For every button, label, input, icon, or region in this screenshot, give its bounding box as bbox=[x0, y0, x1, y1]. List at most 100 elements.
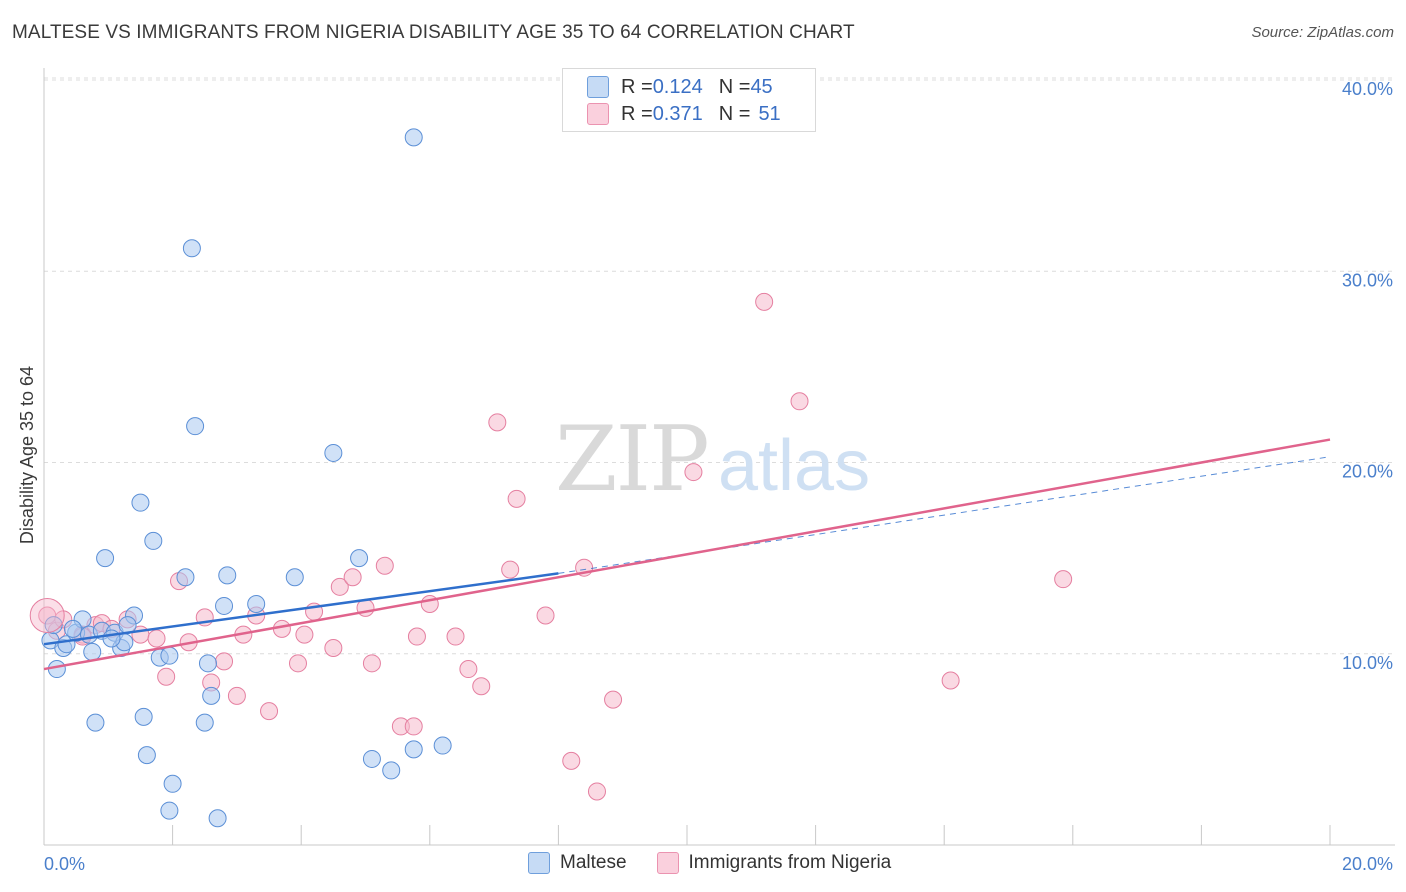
legend-swatch-nigeria bbox=[587, 103, 609, 125]
legend-item-maltese: Maltese bbox=[528, 852, 627, 874]
point-nigeria bbox=[343, 568, 362, 587]
point-maltese bbox=[433, 736, 452, 755]
point-nigeria bbox=[459, 660, 478, 679]
legend-row-nigeria: R = 0.371 N = 51 bbox=[587, 101, 781, 127]
x-tick-label: 20.0% bbox=[1342, 854, 1393, 874]
data-points bbox=[29, 128, 1073, 828]
y-tick-label: 10.0% bbox=[1342, 653, 1393, 673]
legend-swatch-maltese bbox=[528, 852, 550, 874]
point-nigeria bbox=[29, 598, 65, 633]
point-maltese bbox=[137, 746, 156, 765]
point-nigeria bbox=[446, 627, 465, 646]
point-maltese bbox=[404, 740, 423, 759]
point-maltese bbox=[198, 654, 217, 673]
point-nigeria bbox=[362, 654, 381, 673]
legend-item-nigeria: Immigrants from Nigeria bbox=[656, 852, 892, 874]
legend-label-nigeria: Immigrants from Nigeria bbox=[688, 852, 892, 873]
point-nigeria bbox=[260, 702, 279, 721]
trend-line-maltese-extension bbox=[558, 456, 1331, 574]
legend-r-label: R = bbox=[621, 102, 653, 125]
point-nigeria bbox=[501, 560, 520, 579]
chart-title: MALTESE VS IMMIGRANTS FROM NIGERIA DISAB… bbox=[12, 22, 855, 43]
point-maltese bbox=[218, 566, 237, 585]
point-nigeria bbox=[288, 654, 307, 673]
point-nigeria bbox=[790, 392, 809, 411]
y-axis: 10.0% 20.0% 30.0% 40.0% bbox=[1342, 79, 1393, 673]
trend-lines bbox=[43, 438, 1331, 671]
legend-row-maltese: R = 0.124 N = 45 bbox=[587, 74, 773, 100]
point-nigeria bbox=[755, 292, 774, 311]
point-nigeria bbox=[407, 627, 426, 646]
point-maltese bbox=[350, 549, 369, 568]
point-maltese bbox=[144, 531, 163, 550]
point-nigeria bbox=[227, 686, 246, 705]
legend-n-value: 51 bbox=[758, 102, 781, 125]
point-maltese bbox=[182, 239, 201, 258]
point-nigeria bbox=[215, 652, 234, 671]
point-maltese bbox=[160, 646, 179, 665]
x-tick-label: 0.0% bbox=[44, 854, 85, 874]
watermark-atlas: atlas bbox=[718, 426, 870, 506]
point-nigeria bbox=[562, 751, 581, 770]
point-nigeria bbox=[157, 667, 176, 686]
gridlines bbox=[44, 77, 1395, 655]
correlation-legend: R = 0.124 N = 45 R = 0.371 N = 51 bbox=[562, 68, 816, 132]
point-nigeria bbox=[472, 677, 491, 696]
series-legend: Maltese Immigrants from Nigeria bbox=[528, 852, 921, 874]
point-maltese bbox=[102, 629, 121, 648]
legend-n-label: N = bbox=[718, 75, 751, 98]
point-maltese bbox=[163, 774, 182, 793]
y-tick-label: 20.0% bbox=[1342, 462, 1393, 482]
point-maltese bbox=[160, 801, 179, 820]
point-nigeria bbox=[1054, 570, 1073, 589]
point-nigeria bbox=[604, 690, 623, 709]
point-nigeria bbox=[404, 717, 423, 736]
trend-line-maltese bbox=[43, 572, 559, 646]
point-maltese bbox=[63, 619, 82, 638]
legend-swatch-nigeria bbox=[656, 852, 679, 874]
point-nigeria bbox=[375, 556, 394, 575]
point-maltese bbox=[86, 713, 105, 732]
point-maltese bbox=[186, 417, 205, 436]
watermark-zip: ZIP bbox=[555, 407, 708, 512]
legend-r-label: R = bbox=[621, 75, 653, 98]
point-maltese bbox=[83, 642, 102, 661]
point-nigeria bbox=[507, 489, 526, 508]
legend-n-label: N = bbox=[718, 102, 751, 125]
point-maltese bbox=[382, 761, 401, 780]
point-nigeria bbox=[324, 639, 343, 658]
point-maltese bbox=[404, 128, 423, 147]
point-nigeria bbox=[330, 577, 349, 596]
point-maltese bbox=[247, 595, 266, 614]
point-nigeria bbox=[147, 629, 166, 648]
point-nigeria bbox=[941, 671, 960, 690]
point-maltese bbox=[195, 713, 214, 732]
legend-r-value: 0.124 bbox=[652, 75, 703, 98]
legend-swatch-maltese bbox=[587, 76, 609, 98]
point-maltese bbox=[176, 568, 195, 587]
trend-line-nigeria bbox=[43, 438, 1331, 671]
watermark: ZIP atlas bbox=[555, 407, 870, 512]
point-nigeria bbox=[295, 625, 314, 644]
point-nigeria bbox=[536, 606, 555, 625]
y-axis-title: Disability Age 35 to 64 bbox=[17, 366, 37, 544]
legend-r-value: 0.371 bbox=[652, 102, 703, 125]
legend-n-value: 45 bbox=[750, 75, 773, 98]
point-maltese bbox=[131, 493, 150, 512]
point-maltese bbox=[362, 749, 381, 768]
point-maltese bbox=[208, 809, 227, 828]
point-nigeria bbox=[587, 782, 606, 801]
point-maltese bbox=[215, 596, 234, 615]
point-maltese bbox=[324, 443, 343, 462]
point-nigeria bbox=[684, 463, 703, 482]
point-maltese bbox=[96, 549, 115, 568]
point-nigeria bbox=[488, 413, 507, 432]
x-axis: 0.0% 20.0% bbox=[43, 68, 1395, 874]
source-credit: Source: ZipAtlas.com bbox=[1251, 24, 1394, 41]
y-tick-label: 40.0% bbox=[1342, 79, 1393, 99]
point-maltese bbox=[202, 686, 221, 705]
legend-label-maltese: Maltese bbox=[560, 852, 627, 873]
point-maltese bbox=[285, 568, 304, 587]
y-tick-label: 30.0% bbox=[1342, 270, 1393, 290]
